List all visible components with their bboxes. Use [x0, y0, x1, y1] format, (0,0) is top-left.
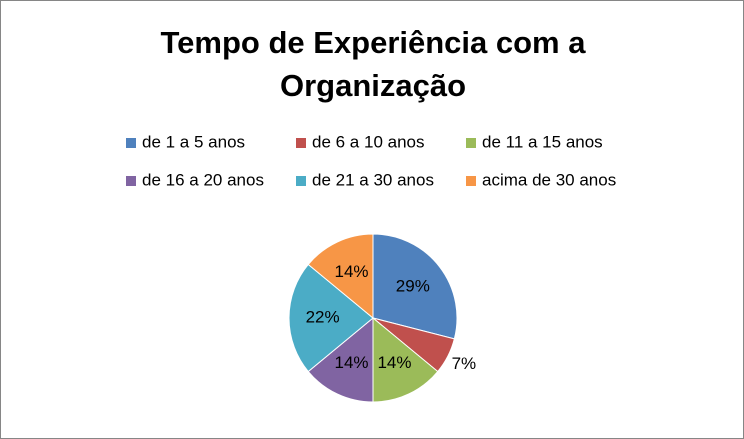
data-label: 29% [396, 277, 430, 296]
legend-marker [466, 176, 476, 186]
pie-slice [372, 233, 458, 340]
pie-slice [307, 316, 374, 403]
legend-label: de 21 a 30 anos [312, 170, 434, 189]
data-label: 14% [377, 353, 411, 372]
pie-slice [372, 316, 439, 403]
legend-label: de 1 a 5 anos [142, 132, 245, 151]
legend-marker [126, 138, 136, 148]
legend-marker [126, 176, 136, 186]
data-label: 14% [335, 262, 369, 281]
legend-marker [296, 176, 306, 186]
legend-marker [466, 138, 476, 148]
pie-slice [288, 263, 374, 373]
data-label: 14% [335, 353, 369, 372]
data-label: 7% [452, 354, 477, 373]
chart-title: Tempo de Experiência com a Organização [160, 25, 586, 103]
legend-label: de 6 a 10 anos [312, 132, 424, 151]
pie-slice [307, 233, 374, 320]
legend-label: acima de 30 anos [482, 170, 616, 189]
legend-marker [296, 138, 306, 148]
data-label: 22% [306, 307, 340, 326]
legend-label: de 16 a 20 anos [142, 170, 264, 189]
legend-label: de 11 a 15 anos [482, 132, 603, 151]
